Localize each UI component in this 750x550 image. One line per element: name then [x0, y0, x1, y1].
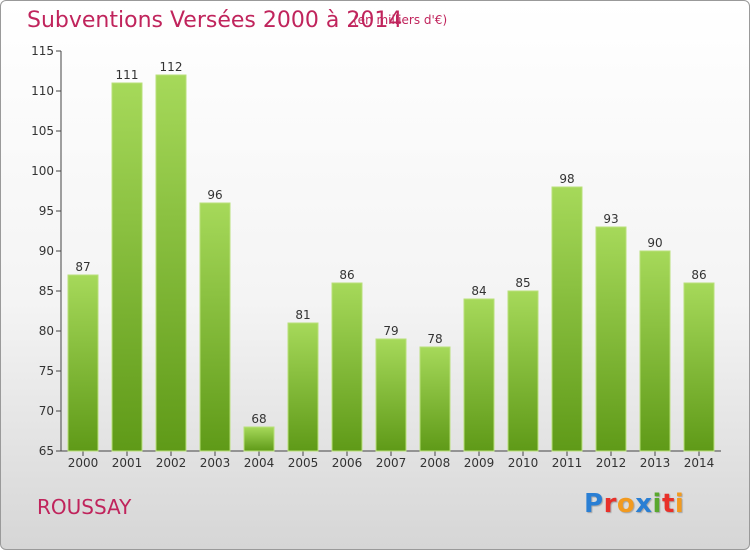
bar-value-label: 86	[339, 268, 354, 282]
x-tick-label: 2005	[288, 456, 319, 470]
bar	[199, 202, 231, 452]
bar-value-label: 112	[160, 60, 183, 74]
y-tick-label: 90	[39, 244, 54, 258]
bar-value-label: 96	[207, 188, 222, 202]
x-tick-label: 2006	[332, 456, 363, 470]
logo-letter: r	[603, 489, 617, 519]
bars: 87 111 112 96 68 81 86 79 78 84 85 98 93 90 86	[67, 60, 715, 452]
chart-title: Subventions Versées 2000 à 2014	[27, 8, 403, 33]
logo-letter: i	[674, 489, 685, 519]
bar-value-label: 93	[603, 212, 618, 226]
x-tick-label: 2014	[684, 456, 715, 470]
y-tick-label: 75	[39, 364, 54, 378]
x-tick-label: 2010	[508, 456, 539, 470]
x-tick-label: 2007	[376, 456, 407, 470]
commune-name: ROUSSAY	[37, 495, 132, 519]
bar-value-label: 68	[251, 412, 266, 426]
y-tick-label: 65	[39, 444, 54, 458]
y-tick-label: 85	[39, 284, 54, 298]
x-tick-label: 2003	[200, 456, 231, 470]
y-tick-label: 80	[39, 324, 54, 338]
x-axis: 2000 2001 2002 2003 2004 2005 2006 2007 2008 2009…	[61, 450, 721, 470]
x-tick-label: 2011	[552, 456, 583, 470]
bar-value-label: 78	[427, 332, 442, 346]
y-tick-label: 105	[31, 124, 54, 138]
bar	[155, 74, 187, 452]
y-axis: 65 70 75 80 85 90 95 100 105 110 115	[31, 44, 62, 458]
bar	[595, 226, 627, 452]
logo-letter: o	[616, 489, 636, 519]
x-tick-label: 2013	[640, 456, 671, 470]
bar-value-label: 87	[75, 260, 90, 274]
bar-value-label: 85	[515, 276, 530, 290]
bar	[243, 426, 275, 452]
logo-letter: t	[661, 489, 675, 519]
x-tick-label: 2002	[156, 456, 187, 470]
bar	[639, 250, 671, 452]
x-tick-label: 2012	[596, 456, 627, 470]
bar	[331, 282, 363, 452]
x-tick-label: 2004	[244, 456, 275, 470]
bar-value-label: 81	[295, 308, 310, 322]
bar	[67, 274, 99, 452]
bar-value-label: 79	[383, 324, 398, 338]
y-tick-label: 70	[39, 404, 54, 418]
proxiti-logo[interactable]: Proxiti	[584, 489, 684, 519]
y-tick-label: 95	[39, 204, 54, 218]
logo-letter: P	[584, 489, 604, 519]
y-tick-label: 115	[31, 44, 54, 58]
logo-letter: i	[652, 489, 662, 519]
bar	[111, 82, 143, 452]
x-tick-label: 2001	[112, 456, 143, 470]
logo-letter: x	[635, 489, 653, 519]
bar	[419, 346, 451, 452]
bar	[507, 290, 539, 452]
bar-value-label: 111	[116, 68, 139, 82]
bar	[375, 338, 407, 452]
unit-note: (en milliers d'€)	[353, 13, 448, 27]
bar	[683, 282, 715, 452]
bar	[287, 322, 319, 452]
bar-value-label: 84	[471, 284, 486, 298]
y-tick-label: 100	[31, 164, 54, 178]
x-tick-label: 2000	[68, 456, 99, 470]
x-tick-label: 2009	[464, 456, 495, 470]
bar	[551, 186, 583, 452]
x-tick-label: 2008	[420, 456, 451, 470]
bar	[463, 298, 495, 452]
bar-value-label: 86	[691, 268, 706, 282]
y-tick-label: 110	[31, 84, 54, 98]
bar-value-label: 90	[647, 236, 662, 250]
bar-value-label: 98	[559, 172, 574, 186]
